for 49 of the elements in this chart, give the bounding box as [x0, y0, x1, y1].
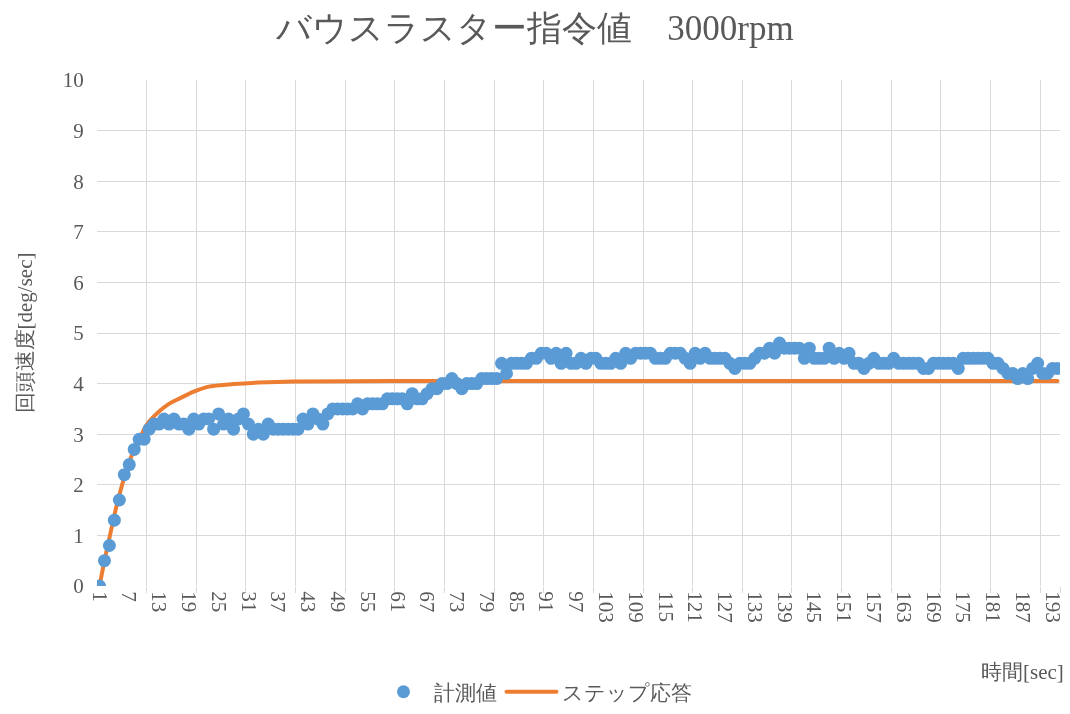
x-tick-label: 133 — [742, 591, 767, 623]
x-tick-label: 181 — [981, 591, 1006, 623]
x-tick-label: 121 — [683, 591, 708, 623]
y-tick-label: 4 — [73, 371, 85, 396]
x-tick-label: 175 — [951, 591, 976, 623]
x-tick-label: 7 — [117, 591, 142, 602]
x-tick-label: 73 — [445, 591, 470, 613]
x-tick-label: 1 — [87, 591, 112, 602]
x-tick-label: 187 — [1010, 591, 1035, 623]
y-tick-label: 3 — [73, 422, 84, 447]
x-tick-label: 127 — [713, 591, 738, 623]
y-tick-label: 1 — [73, 523, 84, 548]
x-tick-label: 43 — [296, 591, 321, 613]
x-tick-label: 115 — [653, 591, 678, 622]
chart-title: バウスラスター指令値 3000rpm — [275, 9, 794, 49]
x-tick-label: 55 — [355, 591, 380, 613]
x-tick-label: 49 — [325, 591, 350, 613]
y-tick-label: 7 — [73, 220, 84, 245]
x-tick-label: 19 — [177, 591, 202, 613]
y-tick-label: 0 — [73, 574, 84, 599]
x-tick-label: 79 — [474, 591, 499, 613]
y-tick-label: 10 — [62, 68, 84, 93]
x-tick-label: 163 — [891, 591, 916, 623]
x-tick-label: 193 — [1040, 591, 1065, 623]
x-tick-label: 91 — [534, 591, 559, 613]
y-tick-label: 8 — [73, 169, 84, 194]
y-tick-label: 5 — [73, 321, 84, 346]
x-tick-label: 103 — [593, 591, 618, 623]
x-tick-label: 37 — [266, 591, 291, 613]
x-tick-label: 145 — [802, 591, 827, 623]
x-tick-label: 169 — [921, 591, 946, 623]
y-tick-label: 9 — [73, 118, 84, 143]
x-tick-label: 97 — [564, 591, 589, 613]
x-tick-label: 61 — [385, 591, 410, 613]
y-axis-title: 回頭速度[deg/sec] — [12, 252, 37, 414]
legend-label: ステップ応答 — [561, 680, 692, 705]
x-tick-label: 25 — [206, 591, 231, 613]
x-tick-label: 109 — [623, 591, 648, 623]
x-tick-label: 139 — [772, 591, 797, 623]
y-tick-label: 2 — [73, 473, 84, 498]
x-tick-label: 67 — [415, 591, 440, 613]
y-tick-label: 6 — [73, 270, 84, 295]
x-axis-title: 時間[sec] — [981, 660, 1064, 684]
x-tick-label: 85 — [504, 591, 529, 613]
x-tick-label: 13 — [147, 591, 172, 613]
x-tick-label: 31 — [236, 591, 261, 613]
x-tick-label: 151 — [832, 591, 857, 623]
x-tick-label: 157 — [862, 591, 887, 623]
legend-label: 計測値 — [433, 680, 497, 705]
